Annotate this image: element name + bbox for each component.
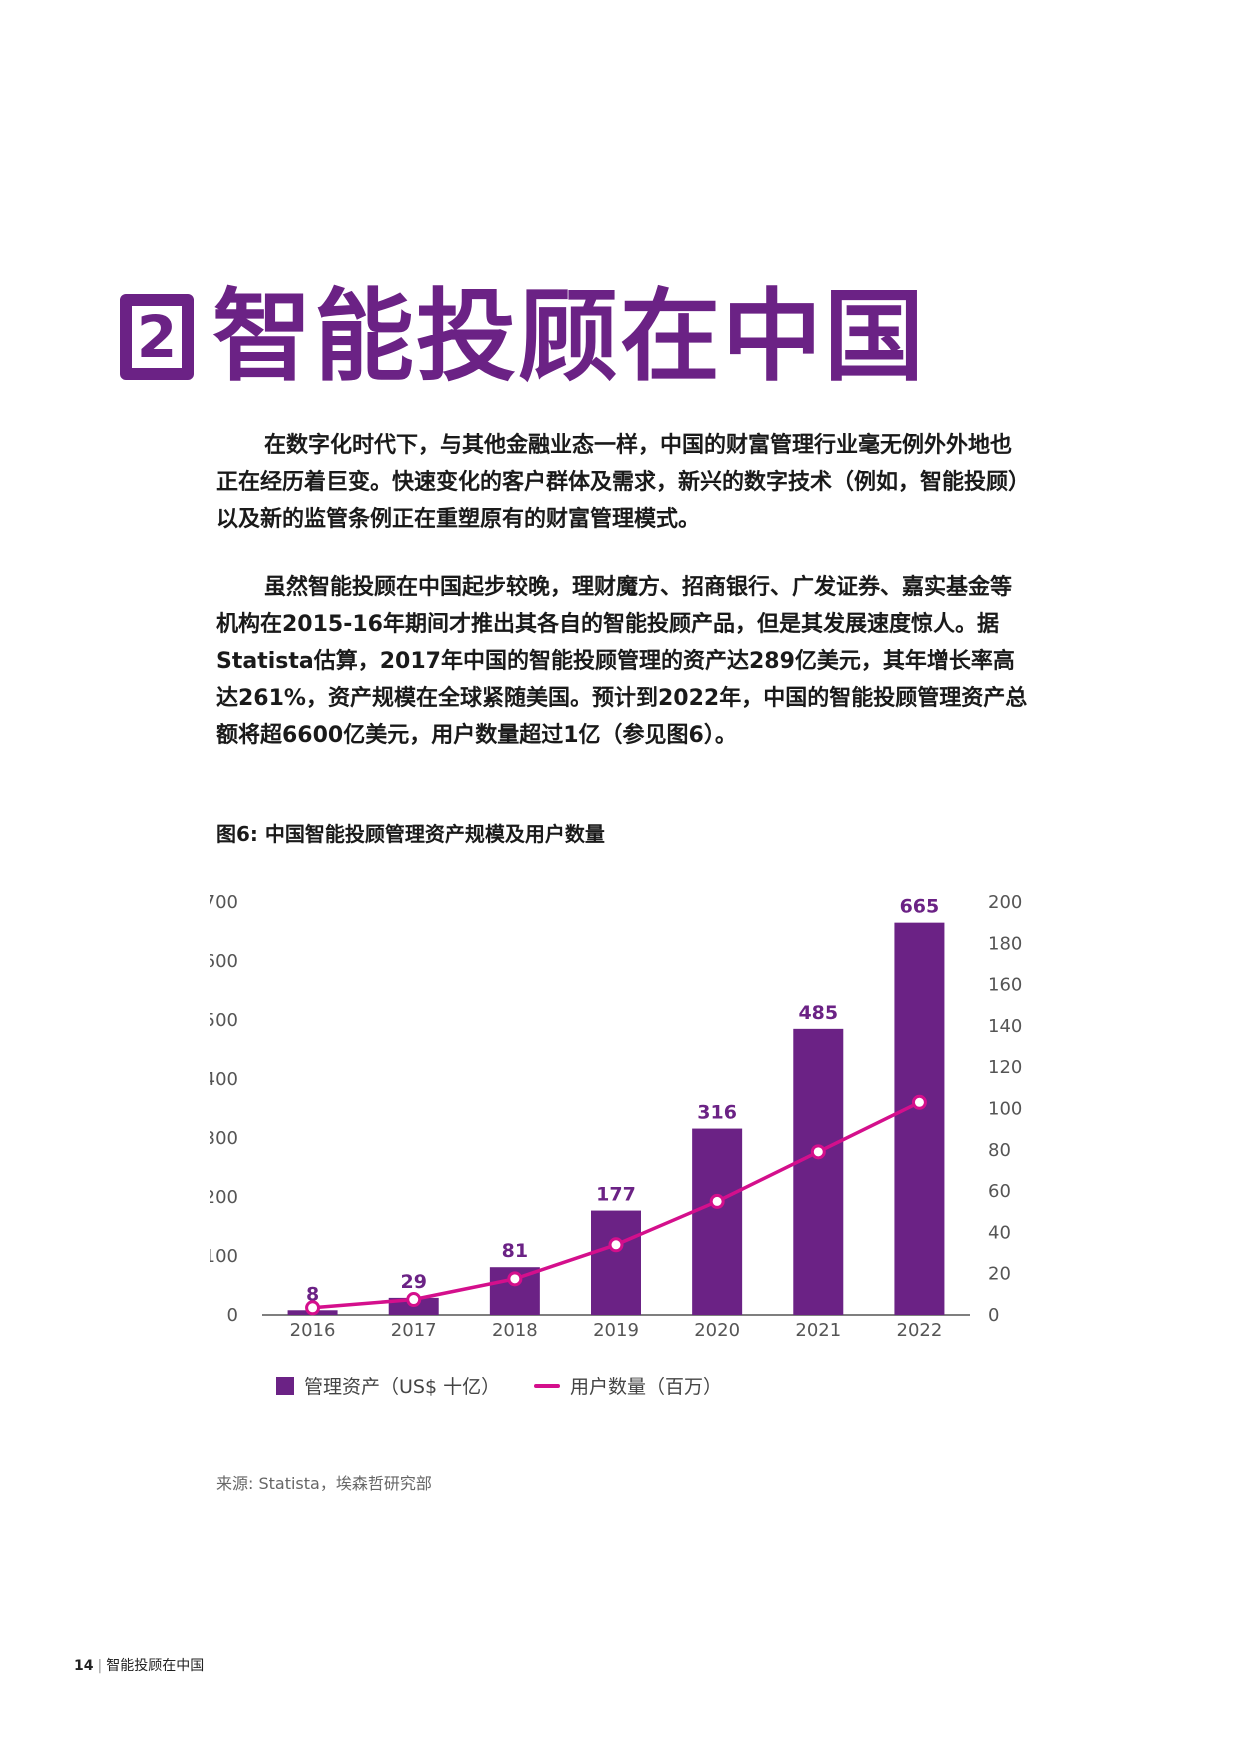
y-right-tick-label: 80	[988, 1140, 1011, 1161]
figure-caption: 图6: 中国智能投顾管理资产规模及用户数量	[216, 822, 605, 846]
legend-label-users: 用户数量（百万）	[570, 1376, 723, 1398]
legend-item-users: 用户数量（百万）	[534, 1372, 722, 1399]
y-left-tick-label: 0	[227, 1305, 238, 1326]
y-left-tick-label: 700	[210, 892, 238, 913]
bar-2020	[692, 1128, 743, 1315]
y-right-tick-label: 40	[988, 1222, 1011, 1243]
x-tick-label-2019: 2019	[593, 1320, 639, 1341]
x-tick-label-2022: 2022	[897, 1320, 943, 1341]
bar-2019	[591, 1210, 641, 1315]
source-note: 来源: Statista，埃森哲研究部	[216, 1474, 432, 1493]
x-tick-label-2017: 2017	[391, 1320, 437, 1341]
legend-item-aum: 管理资产（US$ 十亿）	[276, 1372, 500, 1399]
page-number: 14	[74, 1658, 94, 1674]
data-label-2018: 81	[502, 1240, 528, 1262]
y-right-tick-label: 60	[988, 1181, 1011, 1202]
users-point-2016	[305, 1300, 321, 1316]
y-right-tick-label: 20	[988, 1264, 1011, 1285]
y-left-tick-label: 300	[210, 1128, 238, 1149]
legend-label-aum: 管理资产（US$ 十亿）	[304, 1376, 501, 1398]
data-label-2022: 665	[900, 896, 940, 918]
users-point-2021	[810, 1144, 826, 1160]
bar-2021	[793, 1028, 844, 1315]
y-left-tick-label: 200	[210, 1187, 238, 1208]
x-tick-label-2018: 2018	[492, 1320, 538, 1341]
aum-users-chart: 0 100 200 300 400 500 600 700 0 20 40 60 80 100 120 140…	[210, 892, 1022, 1341]
data-label-2020: 316	[697, 1102, 737, 1124]
data-label-2016: 8	[306, 1283, 319, 1305]
users-point-2019	[608, 1237, 624, 1253]
data-label-2017: 29	[400, 1271, 426, 1293]
legend-bar-swatch	[276, 1376, 294, 1395]
data-label-2019: 177	[596, 1184, 636, 1206]
paragraph-1: 在数字化时代下，与其他金融业态一样，中国的财富管理行业毫无例外外地也正在经历着巨…	[216, 433, 1031, 532]
legend-line-swatch	[534, 1383, 560, 1388]
x-tick-label-2016: 2016	[290, 1320, 336, 1341]
users-point-2017	[406, 1292, 422, 1308]
y-right-tick-label: 200	[988, 892, 1022, 913]
intro-paragraph: 在数字化时代下，与其他金融业态一样，中国的财富管理行业毫无例外外地也正在经历着巨…	[216, 427, 1031, 538]
y-right-tick-label: 100	[988, 1099, 1022, 1120]
data-label-2021: 485	[798, 1002, 838, 1024]
x-tick-label-2021: 2021	[795, 1320, 841, 1341]
y-right-tick-label: 140	[988, 1016, 1022, 1037]
y-right-tick-label: 160	[988, 975, 1022, 996]
y-left-tick-label: 400	[210, 1069, 238, 1090]
users-point-2022	[911, 1094, 927, 1110]
y-right-tick-label: 120	[988, 1057, 1022, 1078]
users-point-2020	[709, 1193, 725, 1209]
footer-separator: |	[97, 1658, 103, 1674]
section-number-badge: 2	[120, 294, 194, 380]
footer-title: 智能投顾在中国	[106, 1658, 205, 1674]
bar-2022	[894, 922, 945, 1315]
y-left-tick-label: 600	[210, 951, 238, 972]
section-title: 智能投顾在中国	[212, 278, 926, 395]
y-left-tick-label: 100	[210, 1246, 238, 1267]
x-tick-label-2020: 2020	[694, 1320, 740, 1341]
y-right-tick-label: 180	[988, 933, 1022, 954]
section-heading: 2 智能投顾在中国	[120, 282, 926, 392]
users-point-2018	[507, 1271, 523, 1287]
detail-paragraph: 虽然智能投顾在中国起步较晚，理财魔方、招商银行、广发证券、嘉实基金等机构在201…	[216, 569, 1031, 754]
paragraph-2: 虽然智能投顾在中国起步较晚，理财魔方、招商银行、广发证券、嘉实基金等机构在201…	[216, 575, 1028, 748]
y-left-tick-label: 500	[210, 1010, 238, 1031]
y-right-tick-label: 0	[988, 1305, 999, 1326]
page-footer: 14 | 智能投顾在中国	[74, 1655, 204, 1675]
